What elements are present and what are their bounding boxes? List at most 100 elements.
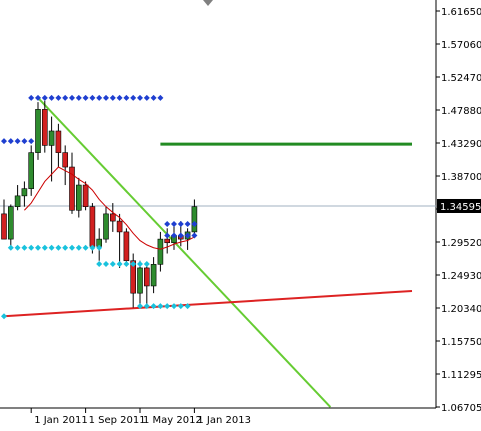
y-tick-label-6: 1.38700 bbox=[441, 172, 481, 183]
x-tick-label-3: 1 May 2012 bbox=[143, 415, 202, 426]
candle-body-8 bbox=[48, 130, 55, 146]
level-dot-6-15 bbox=[103, 260, 109, 267]
level-dot-2-19 bbox=[130, 94, 137, 101]
x-tick-label-4: 1 Jan 2013 bbox=[197, 415, 251, 426]
level-dot-7-24 bbox=[164, 303, 171, 310]
level-dot-5-8 bbox=[55, 244, 62, 251]
level-dot-5-9 bbox=[62, 244, 69, 251]
level-dot-5-7 bbox=[48, 244, 55, 251]
candle-body-4 bbox=[21, 188, 28, 197]
y-tick-label-2: 1.57060 bbox=[441, 40, 481, 51]
trend-lines-layer bbox=[3, 97, 413, 408]
level-dot-3-25 bbox=[171, 220, 177, 227]
level-dot-5-3 bbox=[21, 244, 28, 251]
candle-body-2 bbox=[8, 206, 14, 240]
level-dot-5-11 bbox=[75, 244, 82, 251]
level-dot-3-27 bbox=[184, 220, 191, 227]
level-dot-2-8 bbox=[55, 94, 62, 101]
level-dot-5-13 bbox=[89, 244, 96, 251]
x-tick-label-1: 1 Jan 2011 bbox=[34, 415, 88, 426]
level-dot-5-1 bbox=[7, 244, 14, 251]
y-tick-label-13: 1.06705 bbox=[441, 403, 481, 414]
current-price-layer: 1.34595 bbox=[437, 198, 481, 213]
level-dot-2-14 bbox=[96, 94, 103, 101]
moving-average-layer bbox=[24, 166, 195, 250]
candle-body-9 bbox=[55, 130, 62, 153]
chart-shift-marker[interactable] bbox=[203, 0, 213, 6]
level-dot-2-16 bbox=[109, 94, 116, 101]
level-dot-2-5 bbox=[35, 94, 41, 101]
candles-layer bbox=[1, 100, 198, 308]
candle-body-12 bbox=[76, 184, 82, 211]
y-tick-label-1: 1.61650 bbox=[441, 7, 481, 18]
y-tick-label-11: 1.15750 bbox=[441, 337, 481, 348]
level-dot-2-21 bbox=[143, 94, 150, 101]
candle-body-18 bbox=[116, 220, 123, 233]
level-dot-7-26 bbox=[177, 303, 184, 310]
level-dot-7-20 bbox=[137, 303, 143, 310]
candle-body-1 bbox=[1, 213, 7, 240]
candle-body-6 bbox=[35, 109, 41, 153]
y-tick-label-9: 1.24930 bbox=[441, 271, 481, 282]
level-dot-4-26 bbox=[177, 232, 184, 239]
candle-body-10 bbox=[62, 152, 69, 168]
candle-body-16 bbox=[103, 213, 109, 240]
candle-body-25 bbox=[164, 238, 170, 244]
moving-average-line bbox=[24, 166, 195, 250]
candle-body-7 bbox=[41, 109, 48, 146]
level-dot-6-21 bbox=[143, 260, 150, 267]
level-dot-4-28 bbox=[191, 232, 198, 239]
level-dot-2-9 bbox=[62, 94, 69, 101]
candle-body-20 bbox=[130, 260, 136, 294]
level-dot-6-16 bbox=[109, 260, 116, 267]
level-dot-3-28 bbox=[191, 220, 198, 227]
level-dot-4-25 bbox=[171, 232, 177, 239]
candle-body-23 bbox=[150, 264, 157, 287]
y-tick-label-12: 1.11295 bbox=[441, 370, 481, 381]
dot-levels-layer bbox=[1, 94, 198, 320]
level-dot-5-14 bbox=[96, 244, 103, 251]
level-dot-2-20 bbox=[137, 94, 143, 101]
level-dot-7-27 bbox=[184, 303, 191, 310]
y-tick-label-5: 1.43290 bbox=[441, 139, 481, 150]
candle-body-3 bbox=[14, 195, 21, 207]
level-dot-3-26 bbox=[177, 220, 184, 227]
y-tick-label-4: 1.47880 bbox=[441, 106, 481, 117]
level-dot-2-7 bbox=[48, 94, 55, 101]
current-price-label: 1.34595 bbox=[440, 202, 481, 213]
level-dot-7-25 bbox=[171, 303, 177, 310]
level-dot-6-18 bbox=[123, 260, 130, 267]
level-dot-7-21 bbox=[143, 303, 150, 310]
level-dot-1-0 bbox=[1, 138, 7, 145]
level-dot-2-22 bbox=[150, 94, 157, 101]
level-dot-2-11 bbox=[75, 94, 82, 101]
candle-body-19 bbox=[123, 231, 130, 262]
trend-line-2 bbox=[3, 290, 413, 318]
level-dot-5-12 bbox=[82, 244, 89, 251]
level-dot-4-24 bbox=[164, 232, 171, 239]
level-dot-2-13 bbox=[89, 94, 96, 101]
level-dot-7-23 bbox=[157, 303, 164, 310]
y-tick-label-8: 1.29520 bbox=[441, 238, 481, 249]
level-dot-2-15 bbox=[103, 94, 109, 101]
level-dot-1-2 bbox=[14, 138, 21, 145]
level-dot-2-4 bbox=[28, 94, 35, 101]
level-dot-6-20 bbox=[137, 260, 143, 267]
trend-line-1 bbox=[37, 97, 332, 408]
level-dot-5-6 bbox=[41, 244, 48, 251]
level-dot-2-10 bbox=[69, 94, 75, 101]
level-dot-2-6 bbox=[41, 94, 48, 101]
level-dot-6-19 bbox=[130, 260, 137, 267]
candle-body-22 bbox=[144, 267, 150, 287]
candle-body-11 bbox=[69, 166, 75, 211]
candle-body-14 bbox=[89, 206, 96, 247]
level-dot-8-0 bbox=[1, 313, 7, 320]
level-dot-1-4 bbox=[28, 138, 35, 145]
level-dot-6-14 bbox=[96, 260, 103, 267]
y-tick-label-10: 1.20340 bbox=[441, 304, 481, 315]
level-dot-5-5 bbox=[35, 244, 41, 251]
level-dot-1-3 bbox=[21, 138, 28, 145]
